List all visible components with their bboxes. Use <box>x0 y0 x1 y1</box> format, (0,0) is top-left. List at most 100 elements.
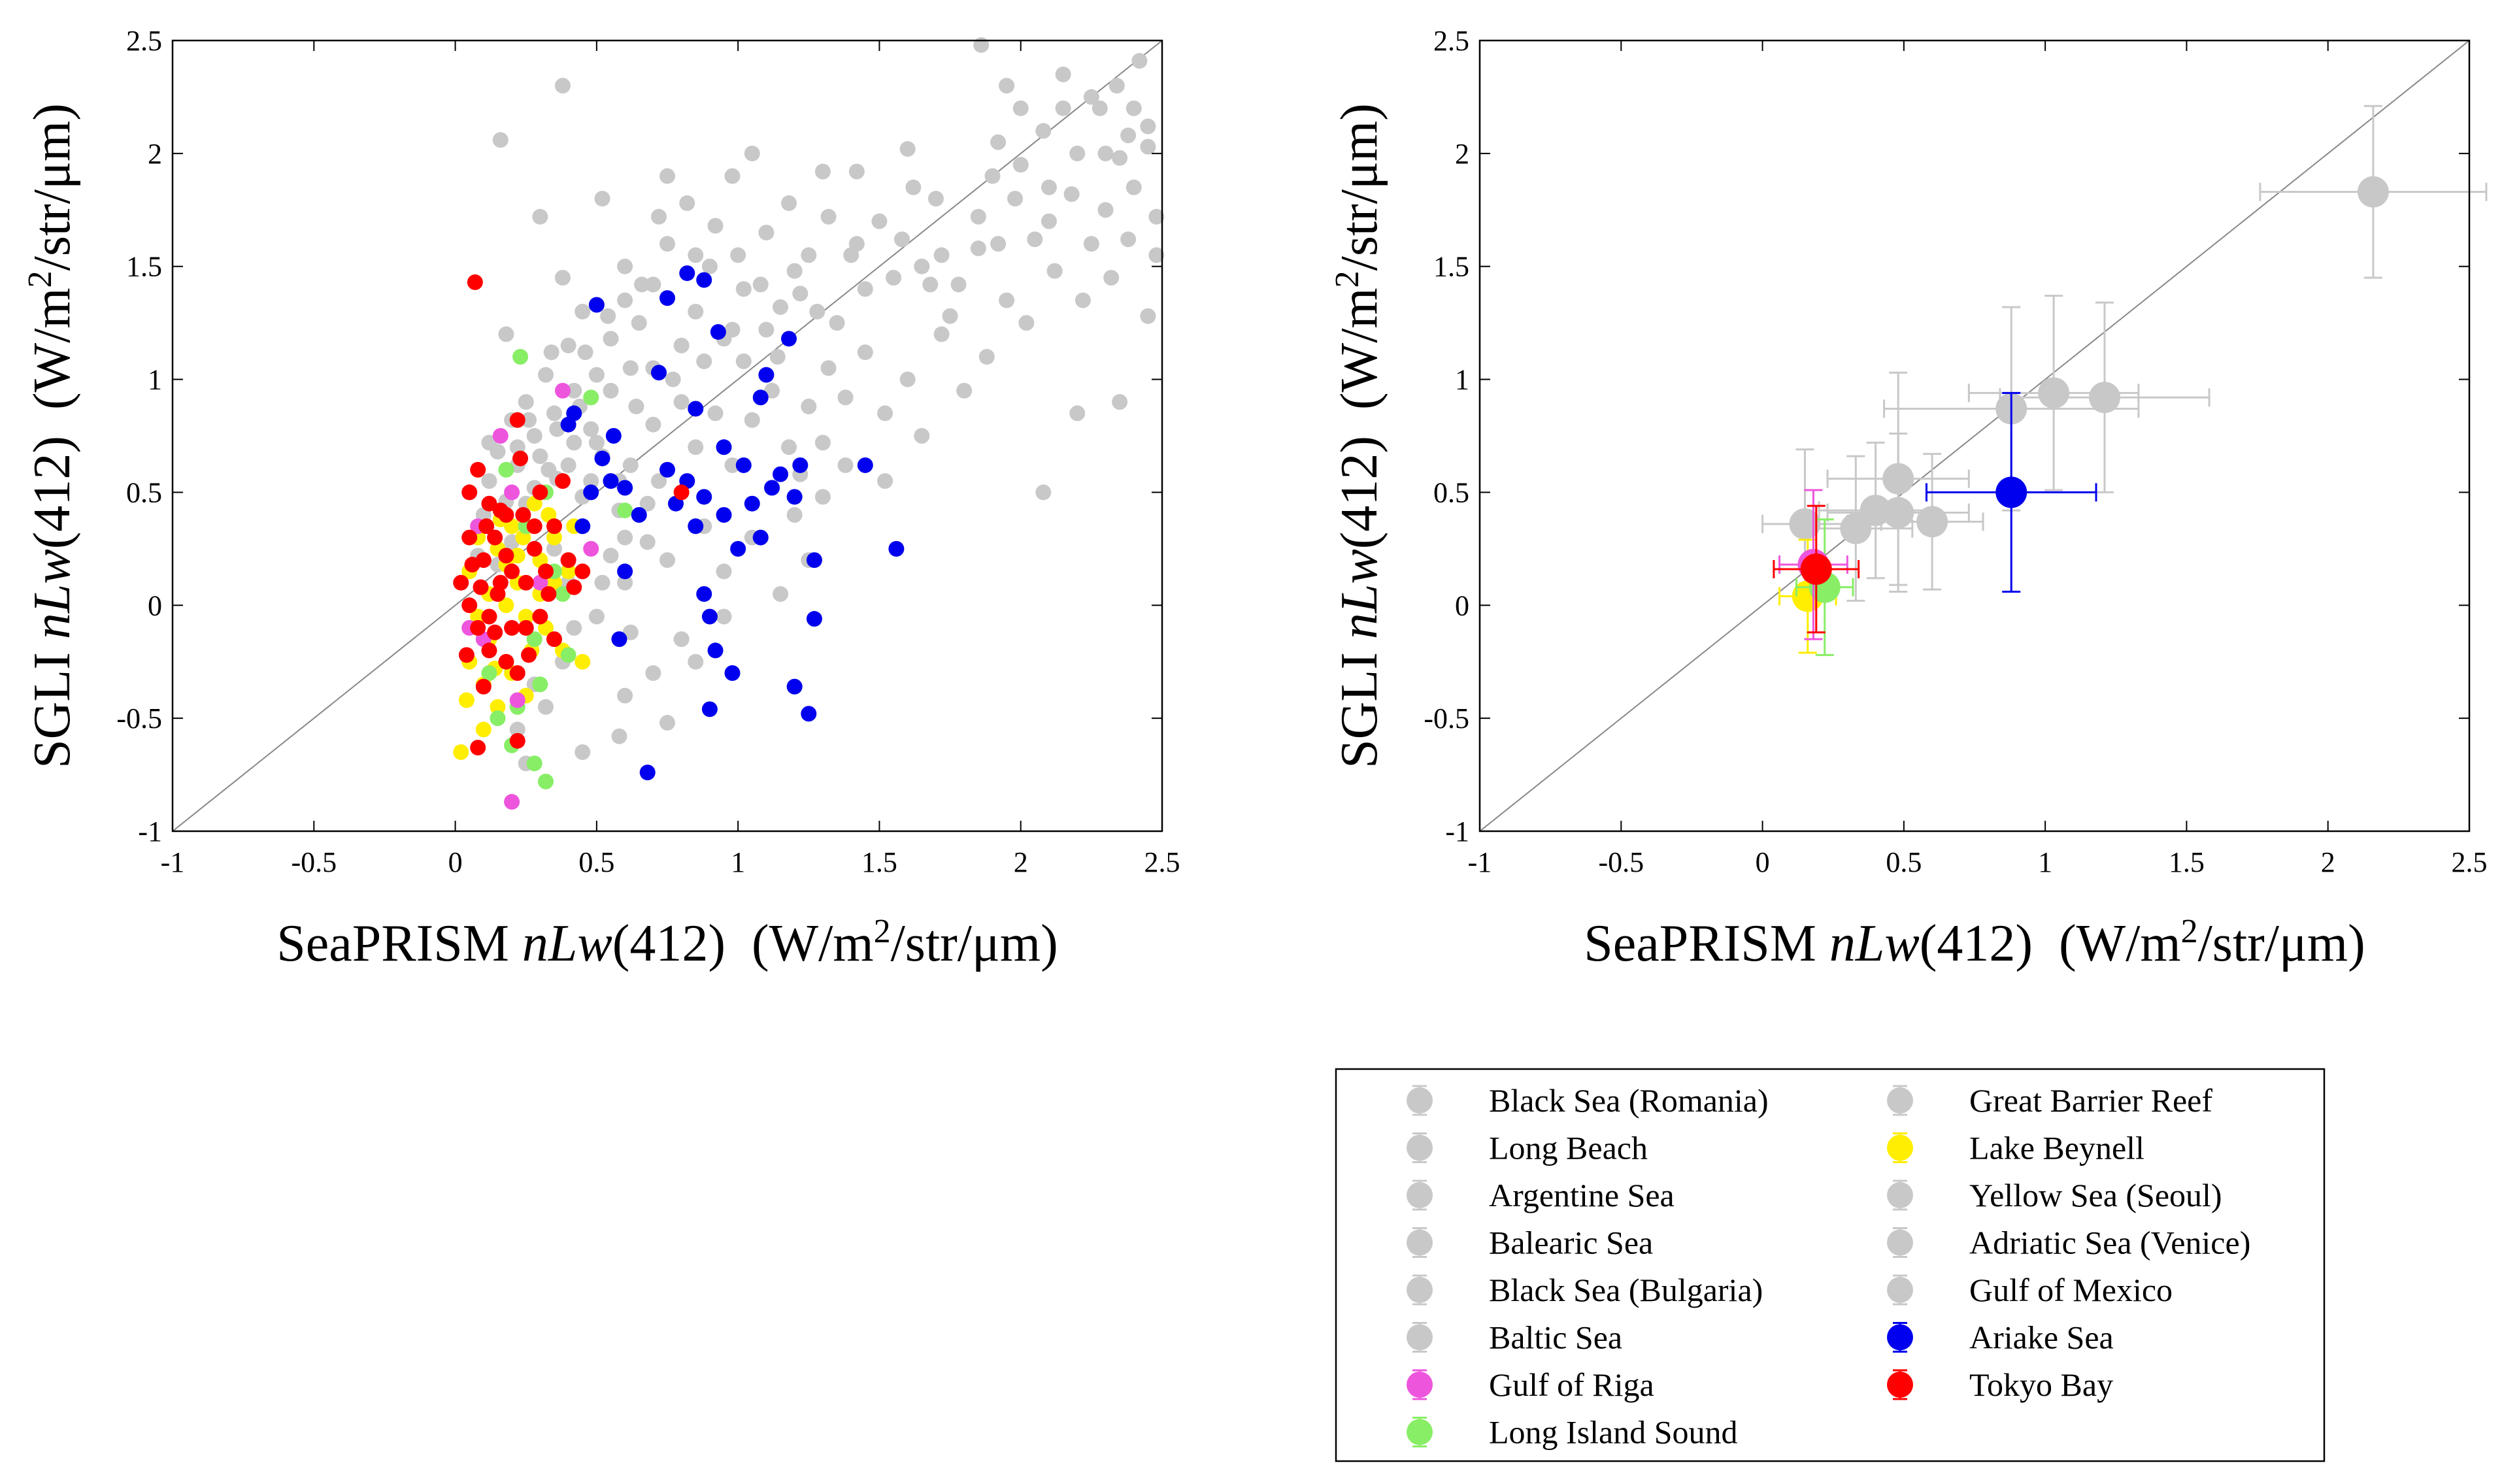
x-tick-label: 1 <box>2038 846 2052 878</box>
data-point <box>888 540 905 557</box>
mean-marker <box>1882 497 1914 529</box>
data-point <box>575 653 591 670</box>
legend-item: Ariake Sea <box>1887 1319 2114 1356</box>
mean-marker <box>2088 382 2120 414</box>
data-point <box>575 744 591 760</box>
data-point <box>512 349 529 365</box>
data-point <box>605 428 622 444</box>
legend-label: Gulf of Riga <box>1489 1366 1654 1403</box>
data-point <box>801 399 817 415</box>
series-ariake-sea <box>560 265 905 781</box>
legend-item: Balearic Sea <box>1407 1225 1653 1261</box>
data-point <box>518 619 534 636</box>
data-point <box>701 608 718 625</box>
data-point <box>696 353 712 369</box>
legend: Black Sea (Romania) Long Beach Argentine S… <box>1335 1068 2326 1462</box>
legend-marker <box>1407 1324 1433 1351</box>
data-point <box>600 308 616 324</box>
data-point <box>617 258 633 274</box>
y-tick-label: 0 <box>148 589 162 621</box>
data-point <box>481 473 497 489</box>
data-point <box>509 733 525 749</box>
data-point <box>1055 100 1071 116</box>
data-point <box>773 299 789 315</box>
data-point <box>481 435 497 451</box>
legend-marker <box>1407 1087 1433 1113</box>
data-point <box>537 563 554 580</box>
data-point <box>1140 139 1156 155</box>
data-point <box>575 563 591 580</box>
x-tick-label: 2 <box>2321 846 2335 878</box>
data-point <box>848 236 865 252</box>
mean-marker <box>1860 495 1892 527</box>
data-point <box>814 489 831 505</box>
data-point <box>899 140 916 157</box>
legend-marker <box>1887 1372 1913 1398</box>
data-point <box>837 457 854 473</box>
legend-label: Tokyo Bay <box>1969 1366 2113 1403</box>
legend-marker <box>1887 1134 1913 1161</box>
data-point <box>458 692 475 708</box>
data-point <box>504 484 520 501</box>
legend-item: Long Island Sound <box>1407 1414 1738 1451</box>
data-point <box>857 344 873 361</box>
data-point <box>914 428 930 444</box>
data-point <box>467 274 483 290</box>
data-point <box>871 213 888 229</box>
data-point <box>688 303 704 320</box>
data-point <box>792 457 809 473</box>
data-point <box>504 619 520 636</box>
data-point <box>461 529 478 546</box>
data-point <box>541 586 557 602</box>
data-point <box>773 466 789 482</box>
data-point <box>1069 405 1086 421</box>
series-tokyo-bay <box>453 274 690 756</box>
data-point <box>673 394 690 410</box>
x-tick-label: -0.5 <box>1598 846 1644 878</box>
data-point <box>999 292 1015 308</box>
data-point <box>984 168 1001 184</box>
data-point <box>679 265 695 282</box>
x-tick-label: 1 <box>731 846 745 878</box>
data-point <box>481 642 497 659</box>
data-point <box>566 579 582 595</box>
data-point <box>554 270 571 286</box>
data-point <box>478 518 495 535</box>
legend-marker <box>1407 1229 1433 1256</box>
data-point <box>594 191 610 206</box>
legend-marker <box>1887 1324 1913 1351</box>
data-point <box>707 218 724 234</box>
site-mean-adriatic-sea-venice <box>1967 295 2140 491</box>
mean-marker <box>2038 377 2070 409</box>
data-point <box>673 484 690 501</box>
data-point <box>575 518 591 535</box>
data-point <box>1035 123 1052 139</box>
plot-panel-left: -1 -0.5 0 0.5 1 1.5 2 2.5 -1 -0.5 0 0.5 1 1.5 2 2.5 SeaP… <box>22 25 1180 972</box>
data-point <box>560 563 576 580</box>
data-point <box>724 457 741 473</box>
legend-label: Long Beach <box>1489 1130 1648 1166</box>
data-point <box>659 715 675 731</box>
data-point <box>498 326 514 342</box>
data-point <box>575 303 591 320</box>
data-point <box>1027 231 1043 248</box>
data-point <box>710 323 726 340</box>
data-point <box>594 450 610 467</box>
data-point <box>837 389 854 406</box>
x-tick-label: 2.5 <box>1144 846 1180 878</box>
data-point <box>922 276 939 293</box>
data-point <box>631 315 647 331</box>
legend-label: Black Sea (Bulgaria) <box>1489 1272 1763 1308</box>
legend-label: Adriatic Sea (Venice) <box>1969 1225 2250 1261</box>
data-point <box>665 371 681 387</box>
y-tick-label: 2.5 <box>1433 25 1469 57</box>
data-point <box>504 794 520 810</box>
data-point <box>848 163 865 180</box>
data-point <box>1148 208 1165 225</box>
data-point <box>701 701 718 717</box>
legend-label: Great Barrier Reef <box>1969 1082 2212 1119</box>
data-point <box>532 484 548 501</box>
data-point <box>1109 78 1125 94</box>
site-mean-yellow-sea-seoul <box>1999 301 2210 493</box>
data-point <box>1126 100 1142 116</box>
